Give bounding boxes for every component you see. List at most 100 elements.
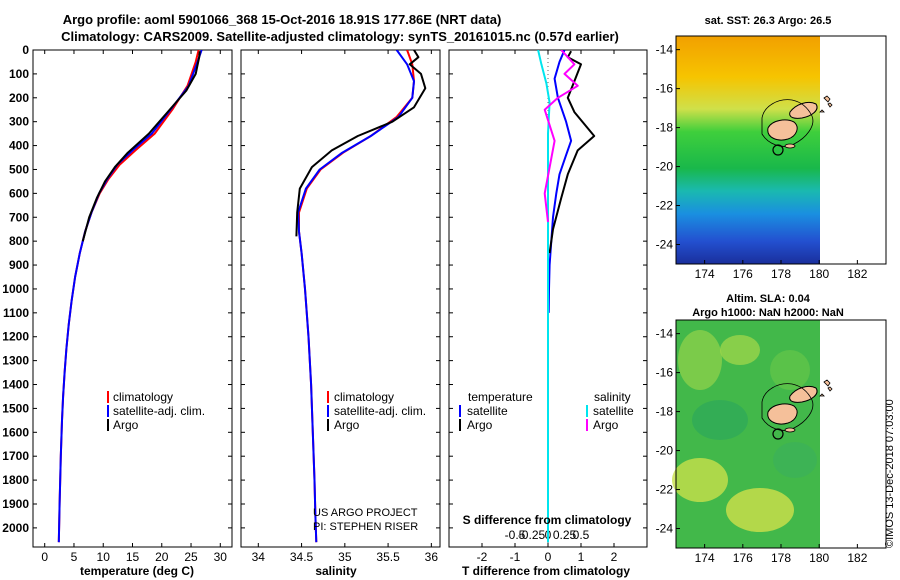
temperature-x-axis: 0 5 10 15 20 25 30 — [33, 49, 232, 564]
depth-tick-label: 1000 — [2, 282, 29, 296]
x-tick-label: 0 — [41, 550, 48, 564]
depth-tick-label: 600 — [9, 186, 29, 200]
sst-field — [676, 36, 820, 264]
depth-tick-label: 1400 — [2, 378, 29, 392]
title-line-2: Climatology: CARS2009. Satellite-adjuste… — [61, 29, 619, 44]
depth-tick-label: 0 — [22, 43, 29, 57]
temperature-plot-frame — [32, 49, 233, 548]
salinity-plot-frame — [240, 49, 441, 548]
x-tick-label: 0 — [545, 550, 552, 564]
legend-label-argo: Argo — [113, 418, 139, 432]
argo-position-marker — [772, 144, 784, 156]
legend-label-satellite: satellite-adj. clim. — [334, 404, 426, 418]
x-tick-label: 10 — [97, 550, 111, 564]
map-x-tick-label: 176 — [733, 551, 753, 565]
series-satellite-adj-clim- — [297, 50, 415, 543]
temperature-legend: climatology satellite-adj. clim. Argo — [107, 390, 205, 432]
fiji-vanua-levu — [789, 385, 818, 403]
x-tick-label: 2 — [611, 550, 618, 564]
map-x-tick-label: 182 — [847, 267, 867, 281]
legend-label-temp-satellite: satellite — [467, 404, 508, 418]
x-tick-label: 36 — [425, 550, 439, 564]
x-tick-label: 5 — [71, 550, 78, 564]
legend-label-climatology: climatology — [334, 390, 394, 404]
map-y-tick-label: -20 — [656, 444, 674, 458]
series-climatology — [298, 50, 415, 543]
legend-heading-salinity: salinity — [594, 390, 631, 404]
map-y-tick-label: -18 — [656, 405, 674, 419]
depth-tick-label: 1900 — [2, 497, 29, 511]
depth-tick-label: 300 — [9, 115, 29, 129]
sla-map-title-1: Altim. SLA: 0.04 — [726, 293, 811, 305]
depth-tick-label: 800 — [9, 234, 29, 248]
sla-map-axes: 174 176 178 180 182 -14 -16 -18 -20 -22 -24 — [656, 327, 868, 565]
series-satellite-adj-clim- — [57, 50, 203, 543]
map-y-tick-label: -24 — [656, 522, 674, 536]
sla-patch — [678, 330, 722, 390]
sla-patch — [672, 458, 728, 502]
salinity-legend: climatology satellite-adj. clim. Argo US… — [313, 390, 426, 533]
s-diff-tick-label: -0.25 — [518, 528, 546, 542]
sla-map: 174 176 178 180 182 -14 -16 -18 -20 -22 -24 — [656, 319, 887, 565]
sdiff-xlabel: S difference from climatology — [463, 513, 632, 527]
x-tick-label: 20 — [155, 550, 169, 564]
x-tick-label: 30 — [214, 550, 228, 564]
map-x-tick-label: 174 — [695, 551, 715, 565]
salinity-xlabel: salinity — [315, 564, 357, 578]
sst-blank-east — [820, 36, 886, 264]
map-x-tick-label: 174 — [695, 267, 715, 281]
depth-tick-label: 1200 — [2, 330, 29, 344]
sst-map-axes: 174 176 178 180 182 -14 -16 -18 -20 -22 -24 — [656, 43, 868, 281]
x-tick-label: 35 — [338, 550, 352, 564]
series-salinity-argo — [543, 50, 579, 223]
salinity-x-axis: 34 34.5 35 35.5 36 — [241, 49, 440, 564]
credit-project: US ARGO PROJECT — [313, 507, 418, 519]
sla-patch — [770, 350, 810, 390]
fiji-viti-levu — [767, 403, 798, 425]
depth-tick-label: 2000 — [2, 521, 29, 535]
map-x-tick-label: 178 — [771, 551, 791, 565]
tdiff-xlabel: T difference from climatology — [462, 564, 630, 578]
map-x-tick-label: 178 — [771, 267, 791, 281]
sla-map-title-2: Argo h1000: NaN h2000: NaN — [692, 307, 844, 319]
depth-tick-label: 1100 — [3, 306, 29, 320]
depth-tick-label: 400 — [9, 139, 29, 153]
legend-label-sal-satellite: satellite — [593, 404, 634, 418]
fiji-lau-islands — [819, 379, 833, 397]
series-argo — [81, 51, 201, 242]
depth-tick-label: 100 — [9, 67, 29, 81]
x-tick-label: 35.5 — [376, 550, 400, 564]
series-climatology — [57, 50, 200, 543]
sla-patch — [692, 400, 748, 440]
series-salinity-satellite — [537, 50, 551, 543]
fiji-lau-islands — [819, 95, 833, 113]
salinity-series — [295, 50, 427, 543]
temperature-xlabel: temperature (deg C) — [80, 564, 194, 578]
legend-label-argo: Argo — [334, 418, 360, 432]
sla-blank-east — [820, 320, 886, 548]
kadavu-island — [784, 143, 796, 149]
legend-label-climatology: climatology — [113, 390, 173, 404]
fiji-vanua-levu — [789, 101, 818, 119]
depth-tick-label: 1600 — [2, 425, 29, 439]
series-temperature-argo — [548, 50, 596, 254]
map-y-tick-label: -22 — [656, 483, 674, 497]
map-y-tick-label: -16 — [656, 82, 674, 96]
legend-label-sal-argo: Argo — [593, 418, 619, 432]
sla-patch — [726, 488, 794, 532]
map-y-tick-label: -20 — [656, 160, 674, 174]
difference-series — [537, 50, 596, 543]
x-tick-label: 34.5 — [290, 550, 314, 564]
x-tick-label: 1 — [578, 550, 585, 564]
map-y-tick-label: -14 — [656, 43, 674, 57]
depth-tick-label: 200 — [9, 91, 29, 105]
legend-label-satellite: satellite-adj. clim. — [113, 404, 205, 418]
x-tick-label: 34 — [252, 550, 266, 564]
sla-patch — [773, 442, 817, 478]
s-diff-tick-label: 0.25 — [553, 528, 577, 542]
fiji-reef-outline — [761, 383, 814, 431]
argo-position-marker — [772, 428, 784, 440]
temperature-series — [57, 50, 203, 543]
legend-label-temp-argo: Argo — [467, 418, 493, 432]
